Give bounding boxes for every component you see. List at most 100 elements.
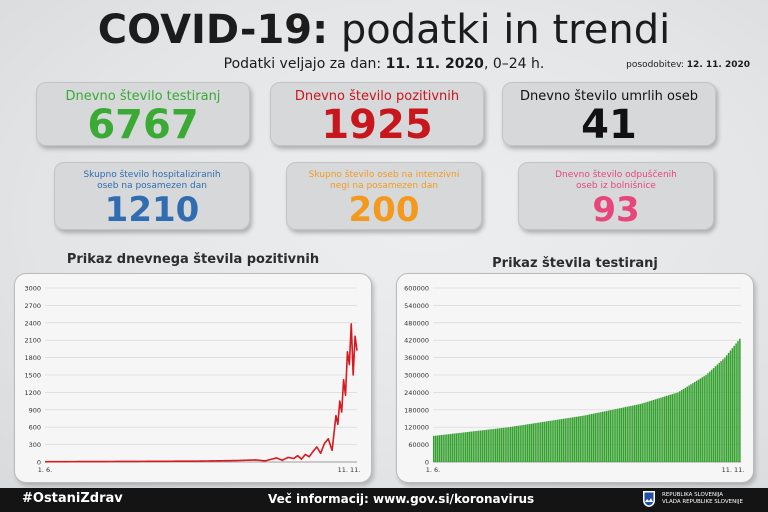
bar	[714, 366, 717, 462]
bar	[679, 391, 681, 462]
bar	[720, 361, 722, 462]
bar	[626, 406, 628, 462]
y-tick-label: 2700	[24, 302, 41, 310]
chart-tests-svg: 0 60000 120000 180000 240000 300000 360000 4200…	[404, 285, 744, 475]
y-tick-label: 600	[29, 424, 41, 432]
page-title: COVID-19: podatki in trendi	[97, 7, 671, 53]
bar	[643, 402, 645, 462]
bar	[478, 430, 480, 462]
bar	[603, 411, 606, 462]
y-tick-label: 480000	[404, 319, 429, 327]
gov-name-line2: VLADA REPUBLIKE SLOVENIJE	[662, 499, 743, 505]
bar	[543, 421, 546, 462]
bar	[583, 415, 585, 462]
bar	[737, 341, 739, 462]
bar	[647, 401, 649, 462]
bar	[440, 435, 443, 462]
bar	[536, 422, 538, 462]
card-label: oseb na posamezen dan	[97, 181, 207, 191]
y-tick-label: 0	[425, 459, 429, 467]
bar	[517, 425, 520, 462]
bar	[468, 431, 471, 462]
card-label: Dnevno število umrlih oseb	[520, 89, 698, 104]
bar	[725, 355, 728, 462]
bar	[577, 416, 580, 462]
bar	[709, 371, 711, 462]
bar	[611, 409, 613, 462]
bar	[590, 414, 593, 462]
y-tick-label: 600000	[404, 285, 429, 293]
bar	[600, 412, 602, 462]
bar	[461, 432, 463, 462]
y-tick-label: 2100	[24, 337, 41, 345]
chart-positive: 0 300 600 900 1200 1500 1800 2100 2400 2700 3000 1.…	[14, 273, 372, 483]
bar	[519, 425, 521, 462]
bar	[692, 383, 694, 462]
x-tick-label-start: 1. 6.	[426, 466, 440, 474]
bar	[573, 417, 576, 462]
bar	[675, 392, 677, 462]
bar	[703, 376, 705, 462]
bar	[513, 426, 516, 462]
bar	[545, 421, 548, 462]
bar	[449, 433, 452, 462]
bar	[487, 429, 489, 462]
bar	[735, 343, 737, 462]
bar	[455, 433, 458, 462]
card-label: negi na posamezen dan	[330, 181, 438, 191]
bar	[540, 422, 542, 462]
bar	[585, 415, 587, 462]
bar	[534, 423, 536, 462]
bar	[553, 420, 555, 462]
bar	[660, 397, 662, 462]
bar	[498, 428, 501, 462]
card-daily-tests: Dnevno število testiranj 6767	[36, 82, 250, 146]
bar	[677, 392, 679, 462]
bar	[669, 394, 672, 462]
card-hospitalized: Skupno število hospitaliziranih oseb na …	[54, 162, 250, 230]
y-tick-label: 2400	[24, 319, 41, 327]
bar	[511, 426, 514, 462]
bar	[694, 381, 696, 462]
bar	[538, 422, 540, 462]
bar	[722, 359, 724, 462]
bar	[624, 407, 627, 462]
y-tick-label: 540000	[404, 302, 429, 310]
footer-info-link[interactable]: Več informacij: www.gov.si/koronavirus	[268, 492, 535, 506]
bar	[494, 428, 497, 462]
card-value: 41	[581, 102, 637, 148]
bar	[665, 395, 668, 462]
bar	[654, 399, 657, 462]
bar	[434, 435, 437, 462]
y-tick-label: 3000	[24, 285, 41, 293]
chart-positive-svg: 0 300 600 900 1200 1500 1800 2100 2400 2700 3000 1.…	[24, 285, 360, 475]
bar	[617, 408, 619, 462]
bar	[733, 345, 735, 462]
card-label: Skupno število oseb na intenzivni	[308, 170, 460, 180]
bar	[526, 424, 529, 462]
bar	[682, 388, 685, 462]
y-tick-label: 60000	[408, 441, 429, 449]
y-tick-label: 1800	[24, 354, 41, 362]
y-tick-label: 120000	[404, 424, 429, 432]
bar	[555, 419, 557, 462]
series-line-positive	[44, 323, 358, 463]
bar	[718, 362, 720, 462]
bar	[662, 397, 664, 462]
bar	[641, 403, 643, 462]
bar	[731, 348, 734, 462]
bar	[442, 434, 444, 462]
card-value: 6767	[87, 102, 199, 148]
y-tick-label: 180000	[404, 406, 429, 414]
bar	[633, 405, 636, 462]
card-label: Dnevno število testiranj	[65, 89, 221, 104]
bar	[571, 417, 574, 462]
bar	[581, 415, 583, 462]
y-tick-label: 1500	[24, 372, 41, 380]
bar	[463, 432, 465, 462]
bar	[500, 428, 503, 462]
bar	[630, 405, 632, 462]
y-tick-label: 1200	[24, 389, 41, 397]
bar	[712, 368, 715, 462]
bar	[609, 410, 612, 462]
